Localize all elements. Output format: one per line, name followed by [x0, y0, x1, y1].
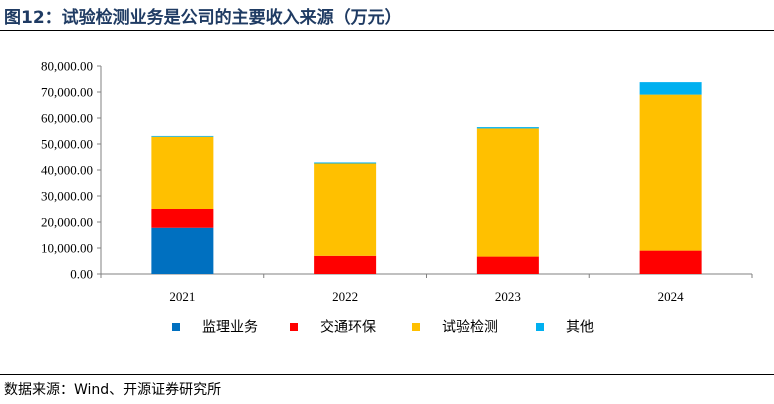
- y-tick-label: 20,000.00: [41, 215, 93, 230]
- bar-segment: [639, 94, 702, 251]
- bar-segment: [314, 163, 377, 256]
- bar-segment: [151, 209, 214, 228]
- bar-segment: [639, 82, 702, 95]
- y-tick-label: 80,000.00: [41, 59, 93, 74]
- legend-swatch: [172, 323, 180, 331]
- bar-segment: [476, 256, 539, 274]
- y-tick-label: 70,000.00: [41, 85, 93, 100]
- legend-label: 交通环保: [320, 319, 376, 336]
- legend-swatch: [536, 323, 544, 331]
- legend-swatch: [290, 323, 298, 331]
- bottom-rule: [0, 374, 774, 375]
- legend-label: 监理业务: [202, 320, 258, 336]
- bar-segment: [151, 135, 214, 137]
- x-tick-label: 2022: [332, 289, 358, 304]
- y-tick-label: 50,000.00: [41, 137, 93, 152]
- bar-segment: [476, 127, 539, 129]
- y-axis: 0.00 10,000.00 20,000.00 30,000.00 40,000.00…: [41, 59, 102, 282]
- figure-title: 图12：试验检测业务是公司的主要收入来源（万元）: [4, 8, 402, 28]
- legend-label: 试验检测: [442, 320, 498, 336]
- bar-segment: [639, 250, 702, 274]
- bar-segment: [151, 136, 214, 209]
- stacked-bar-chart: 0.00 10,000.00 20,000.00 30,000.00 40,000.00…: [41, 59, 753, 336]
- y-tick-label: 30,000.00: [41, 189, 93, 204]
- bars: [151, 82, 702, 274]
- y-tick-label: 40,000.00: [41, 163, 93, 178]
- x-tick-label: 2023: [495, 289, 521, 304]
- y-tick-label: 60,000.00: [41, 111, 93, 126]
- x-tick-label: 2021: [169, 289, 195, 304]
- x-axis: 2021 2022 2023 2024: [100, 273, 753, 304]
- top-rule: [0, 30, 774, 31]
- source-note: 数据来源：Wind、开源证券研究所: [4, 382, 222, 398]
- bar-segment: [151, 227, 214, 274]
- legend: 监理业务 交通环保 试验检测 其他: [172, 319, 594, 336]
- legend-swatch: [412, 323, 420, 331]
- y-tick-label: 0.00: [70, 267, 93, 282]
- x-tick-label: 2024: [658, 289, 685, 304]
- legend-label: 其他: [566, 320, 594, 336]
- y-tick-label: 10,000.00: [41, 241, 93, 256]
- bar-segment: [314, 162, 377, 164]
- bar-segment: [476, 128, 539, 257]
- bar-segment: [314, 255, 377, 274]
